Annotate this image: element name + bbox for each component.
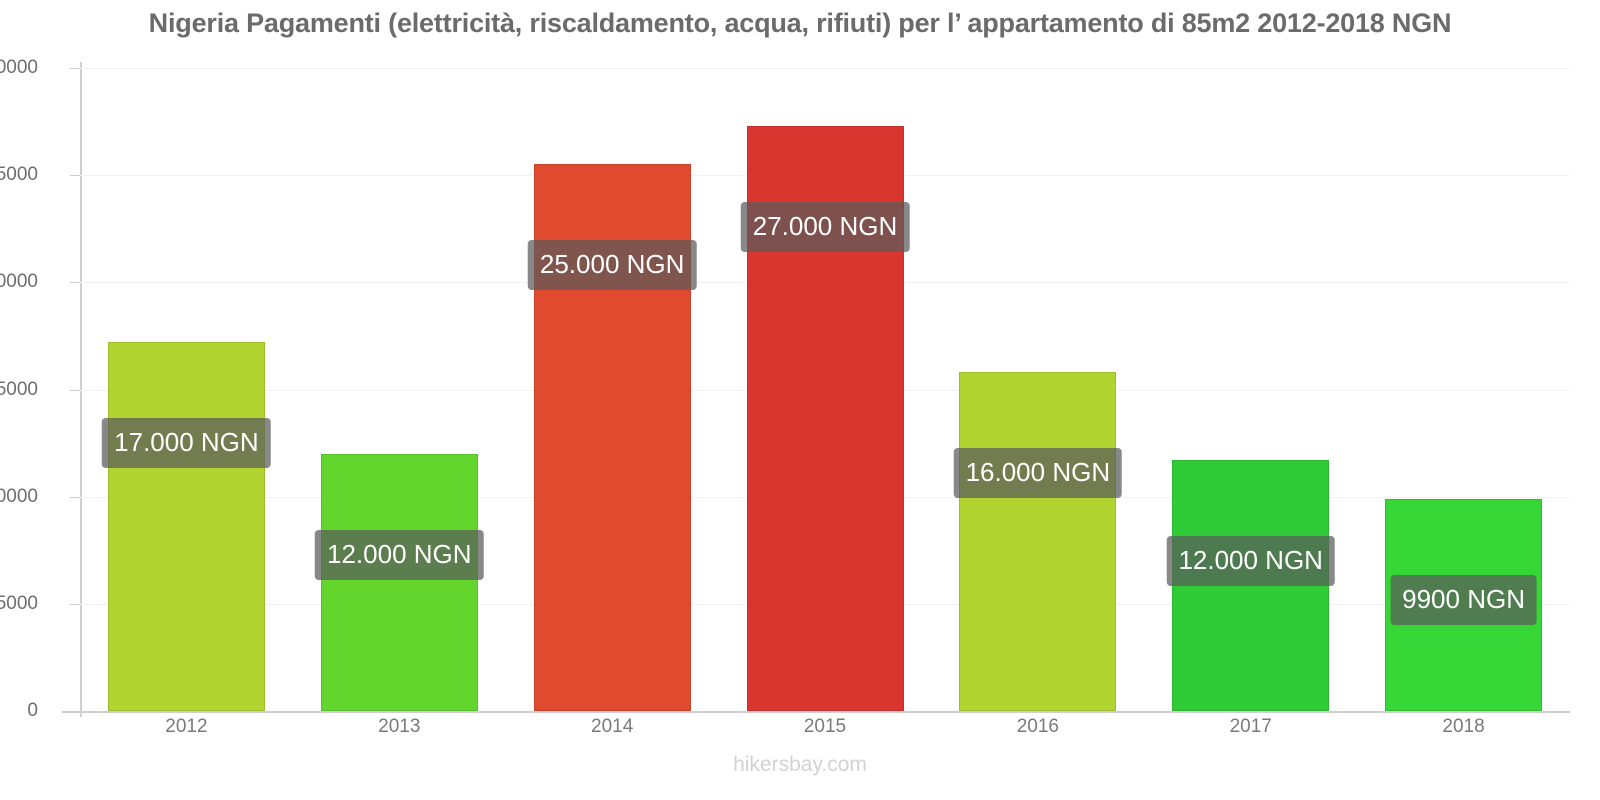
- bar-2013[interactable]: [320, 453, 478, 711]
- x-axis-tick-label-2017: 2017: [1229, 716, 1272, 737]
- page-title: Nigeria Pagamenti (elettricità, riscalda…: [148, 8, 1452, 38]
- y-axis-tick-label: 15000: [0, 378, 38, 400]
- bar-2018[interactable]: [1385, 498, 1543, 711]
- y-axis-tick-label: 25000: [0, 164, 38, 186]
- y-tick-mark: [70, 389, 80, 391]
- y-tick-mark: [70, 175, 80, 177]
- y-tick-mark: [70, 282, 80, 284]
- x-axis-tick-label-2012: 2012: [165, 716, 208, 737]
- x-axis-tick-label-2018: 2018: [1442, 716, 1485, 737]
- plot-area: 05000100001500020000250003000017.000 NGN…: [0, 57, 1570, 721]
- x-axis-tick-label-2013: 2013: [378, 716, 421, 737]
- y-tick-mark: [70, 496, 80, 498]
- y-axis-tick-label: 0: [27, 700, 38, 721]
- y-axis-tick-label: 5000: [0, 592, 38, 614]
- x-axis-tick-label-2016: 2016: [1016, 716, 1059, 737]
- x-axis-tick-label-2014: 2014: [591, 716, 634, 737]
- gridline: [80, 68, 1570, 69]
- y-axis-tick-label: 20000: [0, 271, 38, 293]
- bar-2014[interactable]: [533, 164, 691, 711]
- source-watermark: hikersbay.com: [733, 753, 867, 776]
- y-axis-tick-label: 30000: [0, 57, 38, 78]
- y-axis-tick-label: 10000: [0, 485, 38, 507]
- bar-2015[interactable]: [746, 125, 904, 711]
- bar-2012[interactable]: [107, 342, 265, 711]
- x-axis-line: [62, 711, 1570, 713]
- y-tick-mark: [70, 68, 80, 69]
- bar-2017[interactable]: [1172, 460, 1330, 711]
- y-tick-mark: [70, 711, 80, 712]
- bar-2016[interactable]: [959, 372, 1117, 711]
- x-axis-tick-label-2015: 2015: [803, 716, 847, 737]
- y-tick-mark: [70, 603, 80, 605]
